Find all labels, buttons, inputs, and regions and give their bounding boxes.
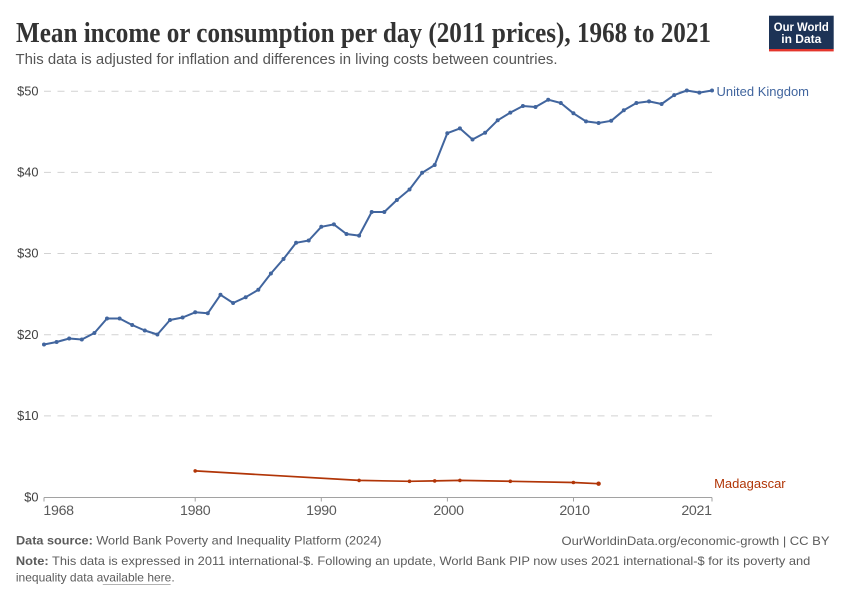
svg-text:$30: $30 [17, 246, 38, 261]
svg-text:inequality data available here: inequality data available here. [16, 570, 175, 584]
svg-text:Note: This data is expressed i: Note: This data is expressed in 2011 int… [16, 554, 810, 568]
svg-text:$0: $0 [24, 490, 38, 505]
svg-text:$50: $50 [17, 83, 38, 98]
svg-text:Data source: World Bank Povert: Data source: World Bank Poverty and Ineq… [16, 534, 382, 548]
svg-text:2021: 2021 [681, 503, 712, 519]
svg-text:$40: $40 [17, 165, 38, 180]
svg-text:in Data: in Data [781, 32, 821, 46]
svg-text:United Kingdom: United Kingdom [717, 84, 810, 99]
svg-text:OurWorldinData.org/economic-gr: OurWorldinData.org/economic-growth | CC … [562, 534, 830, 548]
svg-text:1980: 1980 [180, 503, 211, 519]
svg-text:1968: 1968 [43, 503, 74, 519]
svg-text:$20: $20 [17, 327, 38, 342]
svg-text:2010: 2010 [559, 503, 590, 519]
svg-text:Madagascar: Madagascar [714, 476, 786, 491]
svg-text:Mean income or consumption per: Mean income or consumption per day (2011… [16, 17, 711, 49]
svg-text:$10: $10 [17, 408, 38, 423]
svg-text:Our World: Our World [774, 20, 829, 34]
svg-text:1990: 1990 [306, 503, 337, 519]
svg-text:This data is adjusted for infl: This data is adjusted for inflation and … [16, 51, 558, 68]
svg-text:2000: 2000 [433, 503, 464, 519]
